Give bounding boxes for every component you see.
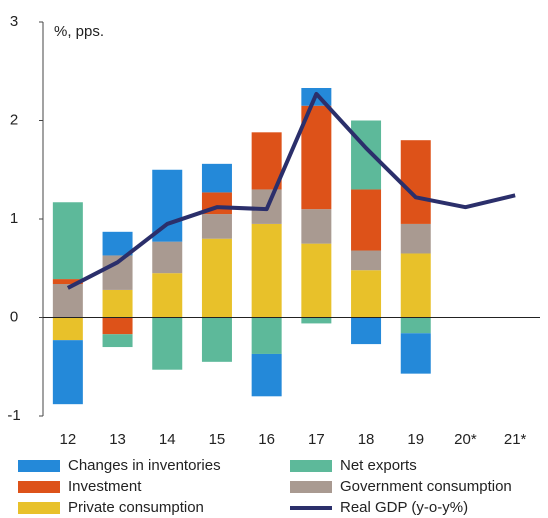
bar-segment (201, 238, 232, 318)
legend-label: Changes in inventories (68, 457, 221, 474)
legend-label: Real GDP (y-o-y%) (340, 499, 468, 516)
legend-swatch (18, 502, 60, 514)
bar-segment (102, 231, 133, 256)
bar-segment (400, 223, 431, 254)
x-tick-label: 18 (358, 431, 375, 448)
legend-label: Net exports (340, 457, 417, 474)
bar-segment (52, 317, 83, 341)
bar-segment (301, 209, 332, 244)
bar-segment (400, 253, 431, 318)
bar-segment (251, 353, 282, 397)
bar-segment (400, 333, 431, 374)
bar-segment (152, 241, 183, 274)
bar-segment (201, 163, 232, 193)
bar-segment (152, 273, 183, 318)
bar-segment (52, 202, 83, 280)
legend-label: Government consumption (340, 478, 512, 495)
x-tick-label: 12 (60, 431, 77, 448)
bar-segment (351, 270, 382, 318)
bar-segment (400, 317, 431, 334)
legend-swatch (18, 460, 60, 472)
x-tick-label: 13 (109, 431, 126, 448)
bar-segment (301, 317, 332, 324)
y-tick-label: -1 (7, 407, 20, 424)
y-tick-label: 1 (10, 210, 18, 227)
bar-segment (102, 289, 133, 318)
bar-segment (152, 317, 183, 370)
x-tick-label: 19 (407, 431, 424, 448)
bar-segment (201, 317, 232, 362)
x-tick-label: 21* (504, 431, 527, 448)
bar-segment (201, 214, 232, 239)
x-tick-label: 15 (209, 431, 226, 448)
line (66, 91, 516, 290)
bar-segment (251, 132, 282, 190)
legend-swatch (290, 460, 332, 472)
y-axis-label: %, pps. (54, 23, 104, 40)
bar-segment (251, 317, 282, 354)
legend-swatch (18, 481, 60, 493)
y-tick-label: 0 (10, 308, 18, 325)
y-tick-label: 2 (10, 111, 18, 128)
bar-segment (301, 105, 332, 210)
bar-segment (400, 140, 431, 224)
bar-segment (301, 243, 332, 318)
x-tick-label: 17 (308, 431, 325, 448)
legend-label: Private consumption (68, 499, 204, 516)
bar-segment (251, 223, 282, 318)
bar-segment (351, 120, 382, 190)
bar-segment (351, 317, 382, 345)
legend-label: Investment (68, 478, 142, 495)
x-tick-label: 14 (159, 431, 176, 448)
legend-swatch (290, 481, 332, 493)
x-tick-label: 20* (454, 431, 477, 448)
bar-segment (351, 189, 382, 251)
x-tick-label: 16 (258, 431, 275, 448)
y-tick-label: 3 (10, 13, 18, 30)
bar-segment (102, 317, 133, 335)
bar-segment (52, 279, 83, 285)
bar-segment (52, 284, 83, 318)
bar-segment (52, 340, 83, 405)
bar-segment (351, 250, 382, 271)
bar-segment (102, 334, 133, 348)
